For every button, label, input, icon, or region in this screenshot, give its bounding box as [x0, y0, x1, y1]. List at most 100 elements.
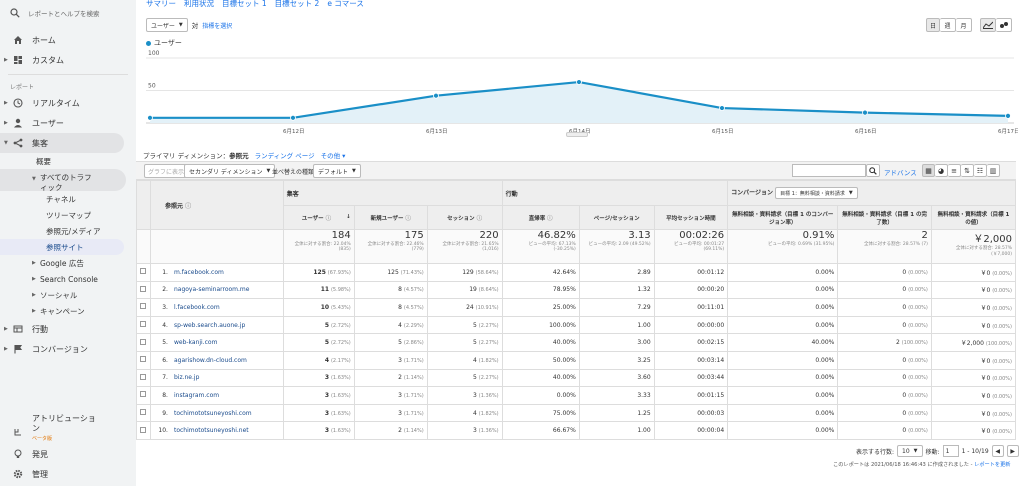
sidebar-item-search-console[interactable]: ▶ Search Console: [0, 271, 136, 287]
header-sessions[interactable]: セッション ⓘ: [426, 205, 503, 230]
table-view-comparison-button[interactable]: ⇅: [961, 164, 974, 177]
sidebar-item-referrals[interactable]: 参照サイト: [0, 239, 124, 255]
row-checkbox[interactable]: [140, 268, 146, 275]
header-bounce-rate[interactable]: 直帰率 ⓘ: [501, 205, 580, 230]
rows-per-page-select[interactable]: 10 ▼: [897, 445, 923, 457]
motion-chart-button[interactable]: [996, 18, 1012, 32]
dimension-other-label: その他: [320, 152, 341, 160]
row-checkbox[interactable]: [140, 426, 146, 433]
row-checkbox[interactable]: [140, 409, 146, 416]
row-checkbox[interactable]: [140, 338, 146, 345]
line-chart-button[interactable]: [980, 18, 996, 32]
search-box[interactable]: レポートとヘルプを検索: [0, 0, 136, 26]
period-day-button[interactable]: 日: [926, 18, 940, 32]
row-checkbox[interactable]: [140, 373, 146, 380]
refresh-report-link[interactable]: レポートを更新: [974, 462, 1011, 468]
chart-resize-handle[interactable]: [566, 132, 588, 137]
advanced-link[interactable]: アドバンス: [884, 169, 917, 177]
sidebar-item-admin[interactable]: 管理: [0, 464, 136, 484]
source-link[interactable]: nagoya-seminarroom.me: [173, 286, 250, 294]
expand-arrow-icon: ▶: [32, 292, 36, 298]
row-checkbox[interactable]: [140, 285, 146, 292]
next-page-button[interactable]: ▶: [1006, 445, 1019, 457]
prev-page-button[interactable]: ◀: [991, 445, 1004, 457]
table-view-data-button[interactable]: ▦: [922, 164, 935, 177]
new-users-value: 8: [398, 286, 402, 294]
period-week-button[interactable]: 週: [940, 18, 956, 32]
sessions-value: 3: [473, 427, 477, 435]
tab-goal-set-2[interactable]: 目標セット 2: [274, 0, 320, 8]
pages-per-session-cell: 2.89: [578, 263, 655, 282]
sidebar-item-source-medium[interactable]: 参照元/メディア: [46, 226, 101, 236]
sidebar-item-campaign[interactable]: ▶ キャンペーン: [0, 303, 136, 319]
row-checkbox-cell: [136, 333, 151, 352]
header-pages-per-session[interactable]: ページ/セッション: [578, 205, 655, 230]
sidebar-item-google-ads[interactable]: ▶ Google 広告: [0, 255, 136, 271]
sidebar-item-discover[interactable]: 発見: [0, 444, 136, 464]
goal-value-cell: ￥0 (0.00%): [930, 368, 1017, 388]
plot-rows-button[interactable]: グラフに表示: [144, 164, 189, 178]
table-search-button[interactable]: [866, 164, 880, 177]
source-link[interactable]: tochimototsuneyoshi.com: [173, 409, 252, 417]
source-link[interactable]: biz.ne.jp: [173, 374, 200, 382]
header-users[interactable]: ユーザー ⓘ ↓: [282, 205, 355, 230]
row-checkbox[interactable]: [140, 321, 146, 328]
sidebar-item-home[interactable]: ホーム: [0, 30, 136, 50]
sort-type-dropdown[interactable]: デフォルト ▼: [313, 164, 361, 178]
header-goal1-conversion-rate[interactable]: 無料相談・資料請求（目標 1 のコンバージョン率）: [727, 205, 839, 230]
source-link[interactable]: web-kanji.com: [173, 339, 218, 347]
users-value: 125: [313, 268, 326, 276]
row-checkbox[interactable]: [140, 356, 146, 363]
period-month-button[interactable]: 月: [956, 18, 972, 32]
sidebar-item-social[interactable]: ▶ ソーシャル: [0, 287, 136, 303]
source-link[interactable]: m.facebook.com: [173, 268, 224, 276]
header-source[interactable]: 参照元 ⓘ: [149, 180, 284, 230]
header-checkbox-cell: [136, 180, 151, 230]
source-link[interactable]: sp-web.search.auone.jp: [173, 321, 246, 329]
table-search-input[interactable]: [792, 164, 866, 177]
line-chart: ユーザー 100 50 6月12日 6月13日 6月14日 6月15日 6月16日 6月17日: [146, 38, 1018, 138]
completions-value: 0: [902, 268, 907, 276]
pages-per-session-cell: 1.32: [578, 280, 655, 300]
table-view-performance-button[interactable]: ≡: [948, 164, 961, 177]
select-metric-link[interactable]: 指標を選択: [202, 22, 233, 30]
source-link[interactable]: instagram.com: [173, 391, 220, 399]
sidebar-item-realtime[interactable]: ▶ リアルタイム: [0, 93, 136, 113]
sidebar-item-custom[interactable]: ▶ カスタム: [0, 50, 136, 70]
dimension-other[interactable]: その他 ▾: [320, 152, 346, 160]
dimension-landing-page[interactable]: ランディング ページ: [254, 152, 315, 160]
sidebar-item-label: 管理: [32, 469, 48, 479]
source-link[interactable]: l.facebook.com: [173, 303, 220, 311]
header-goal1-completions[interactable]: 無料相談・資料請求（目標 1 の完了数）: [837, 205, 932, 230]
table-view-term-cloud-button[interactable]: ☷: [974, 164, 987, 177]
sidebar-item-behavior[interactable]: ▶ 行動: [0, 319, 136, 339]
goto-input[interactable]: 1: [942, 445, 959, 457]
row-checkbox[interactable]: [140, 303, 146, 310]
tab-summary[interactable]: サマリー: [146, 0, 176, 8]
sidebar-item-all-traffic[interactable]: ▼ すべてのトラフィック: [0, 169, 126, 192]
header-new-users[interactable]: 新規ユーザー ⓘ: [353, 205, 428, 230]
tab-ecommerce[interactable]: e コマース: [327, 0, 364, 8]
source-link[interactable]: agarishow.dn-cloud.com: [173, 356, 247, 364]
row-checkbox[interactable]: [140, 391, 146, 398]
metric-dropdown[interactable]: ユーザー ▼: [146, 18, 188, 32]
sidebar-item-user[interactable]: ▶ ユーザー: [0, 113, 136, 133]
table-view-pie-button[interactable]: ◕: [935, 164, 948, 177]
tab-goal-set-1[interactable]: 目標セット 1: [222, 0, 267, 8]
header-avg-session-duration[interactable]: 平均セッション時間: [653, 205, 729, 230]
primary-dimension-label-text: プライマリ ディメンション：: [143, 152, 230, 160]
bounce-rate-cell: 40.00%: [501, 368, 580, 388]
header-goal1-value[interactable]: 無料相談・資料請求（目標 1 の値）: [930, 205, 1017, 230]
total-cell: 2 全体に対する割合: 28.57% (7): [837, 229, 932, 264]
goal-dropdown[interactable]: 目標 1：無料相談・資料請求 ▼: [775, 187, 858, 199]
sidebar-item-attribution[interactable]: アトリビューション ベータ版: [0, 410, 136, 444]
sidebar-item-acquisition[interactable]: ▼ 集客: [0, 133, 124, 153]
tab-usage[interactable]: 利用状況: [184, 0, 214, 8]
source-link[interactable]: tochimototsuneyoshi.net: [173, 427, 249, 435]
table-view-pivot-button[interactable]: ▥: [987, 164, 1000, 177]
sidebar-item-conversion[interactable]: ▶ コンバージョン: [0, 339, 136, 359]
sidebar-item-treemap[interactable]: ツリーマップ: [46, 210, 91, 220]
sidebar-item-channel[interactable]: チャネル: [46, 194, 76, 204]
sidebar-item-overview[interactable]: 概要: [36, 156, 51, 166]
secondary-dimension-dropdown[interactable]: セカンダリ ディメンション ▼: [184, 164, 276, 178]
